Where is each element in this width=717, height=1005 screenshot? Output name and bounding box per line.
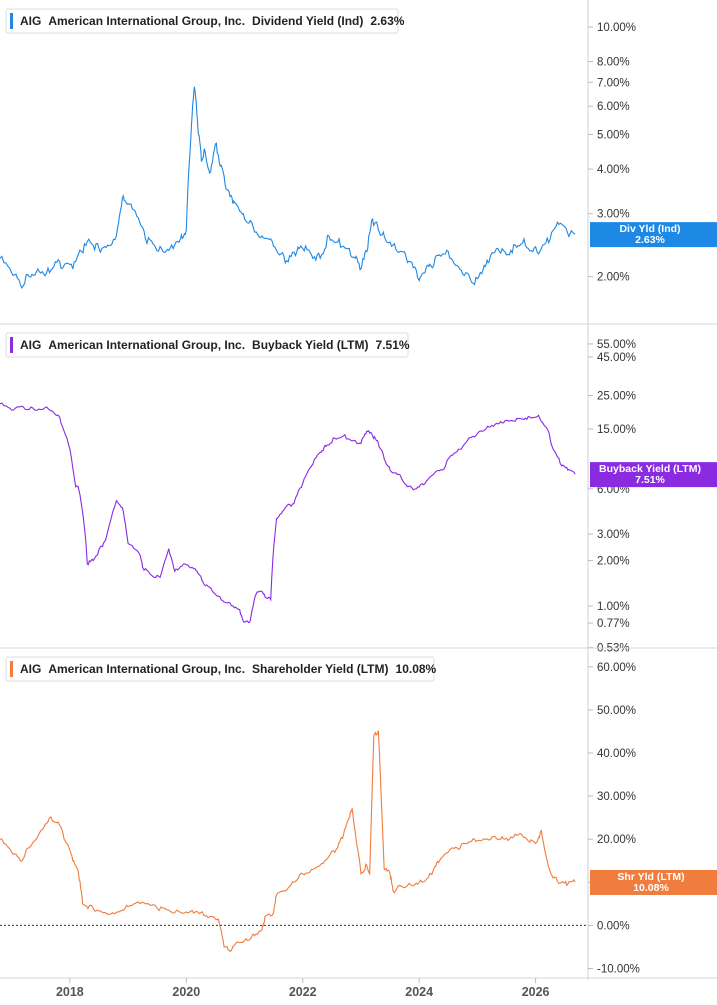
dividend-yield-value-badge xyxy=(590,222,717,248)
badge-value: 10.08% xyxy=(633,882,669,894)
legend-title: AIG American International Group, Inc. Div… xyxy=(20,14,405,28)
y-tick-label: 40.00% xyxy=(597,748,636,760)
y-tick-label: -10.00% xyxy=(597,964,640,976)
badge-label: Div Yld (Ind) xyxy=(619,223,680,235)
panel-shareholder-yield: 60.00%50.00%40.00%30.00%20.00%10.00%0.00… xyxy=(0,647,717,999)
badge-label: Buyback Yield (LTM) xyxy=(599,463,701,475)
legend-company: American International Group, Inc. xyxy=(48,662,245,676)
legend-metric: Shareholder Yield (LTM) xyxy=(252,662,388,676)
x-tick-label: 2026 xyxy=(522,985,550,999)
y-tick-label: 3.00% xyxy=(597,209,630,221)
y-tick-label: 55.00% xyxy=(597,339,636,351)
legend-color-swatch xyxy=(10,13,13,29)
y-tick-label: 3.00% xyxy=(597,529,630,541)
badge-label: Shr Yld (LTM) xyxy=(617,871,684,883)
legend-title: AIG American International Group, Inc. Sha… xyxy=(20,662,437,676)
x-tick-label: 2020 xyxy=(172,985,200,999)
buyback-yield-legend: AIG American International Group, Inc. Buy… xyxy=(5,332,410,358)
y-tick-label: 25.00% xyxy=(597,390,636,402)
y-tick-label: 30.00% xyxy=(597,791,636,803)
y-tick-label: 6.00% xyxy=(597,101,630,113)
legend-box xyxy=(5,656,435,682)
legend-value: 10.08% xyxy=(396,662,437,676)
legend-ticker: AIG xyxy=(20,14,41,28)
legend-value: 2.63% xyxy=(370,14,404,28)
legend-company: American International Group, Inc. xyxy=(48,338,245,352)
y-tick-label: 10.00% xyxy=(597,22,636,34)
x-tick-label: 2022 xyxy=(289,985,317,999)
y-tick-label: 7.00% xyxy=(597,77,630,89)
badge-value: 7.51% xyxy=(635,474,665,486)
y-tick-label: 8.00% xyxy=(597,57,630,69)
legend-metric: Dividend Yield (Ind) xyxy=(252,14,363,28)
dividend-yield-series-line xyxy=(0,86,576,290)
legend-box xyxy=(5,332,409,358)
y-tick-label: 45.00% xyxy=(597,352,636,364)
shareholder-yield-value-badge xyxy=(590,869,717,895)
y-tick-label: 0.77% xyxy=(597,618,630,630)
legend-ticker: AIG xyxy=(20,338,41,352)
y-tick-label: 15.00% xyxy=(597,424,636,436)
dividend-yield-legend: AIG American International Group, Inc. Div… xyxy=(5,8,405,34)
y-tick-label: 2.00% xyxy=(597,556,630,568)
panel-dividend-yield: 10.00% 8.00% 7.00% 6.00% 5.00% 4.00% 3.00% 2.00… xyxy=(0,8,717,290)
badge-value: 2.63% xyxy=(635,234,665,246)
y-tick-label: 2.00% xyxy=(597,272,630,284)
legend-box xyxy=(5,8,399,34)
legend-color-swatch xyxy=(10,337,13,353)
legend-title: AIG American International Group, Inc. Buy… xyxy=(20,338,410,352)
buyback-yield-series-line xyxy=(0,402,576,624)
y-tick-label: 50.00% xyxy=(597,705,636,717)
y-tick-label: 60.00% xyxy=(597,662,636,674)
x-tick-label: 2018 xyxy=(56,985,84,999)
shareholder-yield-legend: AIG American International Group, Inc. Sha… xyxy=(5,656,437,682)
legend-value: 7.51% xyxy=(376,338,410,352)
legend-metric: Buyback Yield (LTM) xyxy=(252,338,368,352)
y-tick-label: 1.00% xyxy=(597,601,630,613)
legend-ticker: AIG xyxy=(20,662,41,676)
legend-company: American International Group, Inc. xyxy=(48,14,245,28)
legend-color-swatch xyxy=(10,661,13,677)
y-tick-label: 0.00% xyxy=(597,920,630,932)
buyback-yield-value-badge xyxy=(590,462,717,488)
y-tick-label: 4.00% xyxy=(597,164,630,176)
shareholder-yield-series-line xyxy=(0,729,576,952)
y-tick-label: 20.00% xyxy=(597,834,636,846)
panel-buyback-yield: 55.00%45.00%25.00%15.00%6.00%3.00%2.00%1… xyxy=(0,323,717,654)
x-tick-label: 2024 xyxy=(405,985,433,999)
y-tick-label: 5.00% xyxy=(597,129,630,141)
